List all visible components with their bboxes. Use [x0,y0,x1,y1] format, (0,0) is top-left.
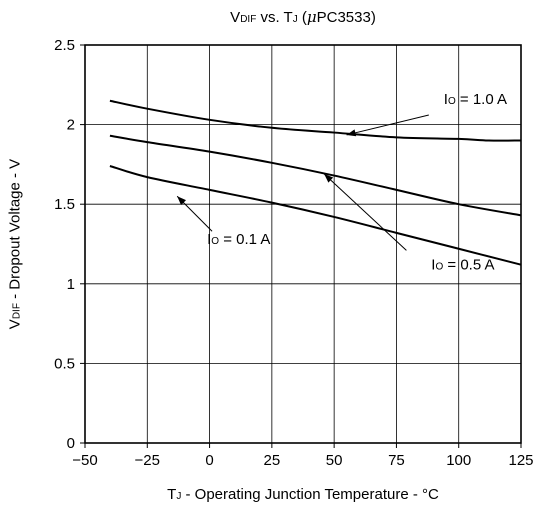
annotation-arrow-line-1 [323,173,407,251]
x-tick-label: −25 [135,452,160,469]
title-vs: vs. T [256,9,293,26]
xlabel-t-subscript: J [176,491,182,502]
x-tick-label: 75 [388,452,405,469]
y-tick-label: 2.5 [54,37,75,54]
x-axis-label: TJ - Operating Junction Temperature - °C [85,486,521,503]
series-label-0: IO = 1.0 A [444,91,507,108]
annotation-arrowhead-2 [177,196,187,206]
x-tick-label: 50 [326,452,343,469]
series-label-2: IO = 0.1 A [207,231,270,248]
title-paren: ( [297,9,307,26]
series-line-0 [109,99,522,142]
annotation-arrowhead-1 [324,173,334,183]
title-tj-subscript: J [292,14,298,25]
title-v: V [230,9,241,26]
y-tick-label: 1.5 [54,196,75,213]
xlabel-t: T [167,486,177,503]
title-v-subscript: DIF [240,14,257,25]
series-line-1 [109,134,522,217]
x-tick-label: −50 [72,452,97,469]
y-tick-label: 0 [67,435,75,452]
y-tick-label: 1 [67,276,75,293]
x-tick-label: 25 [264,452,281,469]
annotation-arrow-line-0 [346,114,429,136]
y-tick-label: 0.5 [54,355,75,372]
xlabel-rest: - Operating Junction Temperature - °C [181,486,439,503]
plot-frame [84,44,522,444]
x-tick-label: 100 [446,452,471,469]
series-label-1: IO = 0.5 A [431,256,494,273]
x-tick-label: 125 [508,452,533,469]
title-part: PC3533) [316,9,376,26]
chart-title: VDIF vs. TJ (μPC3533) [85,6,521,28]
title-mu: μ [306,8,317,26]
x-tick-label: 0 [205,452,213,469]
series-line-2 [109,165,522,266]
annotation-arrowhead-0 [346,129,357,137]
y-tick-label: 2 [67,117,75,134]
